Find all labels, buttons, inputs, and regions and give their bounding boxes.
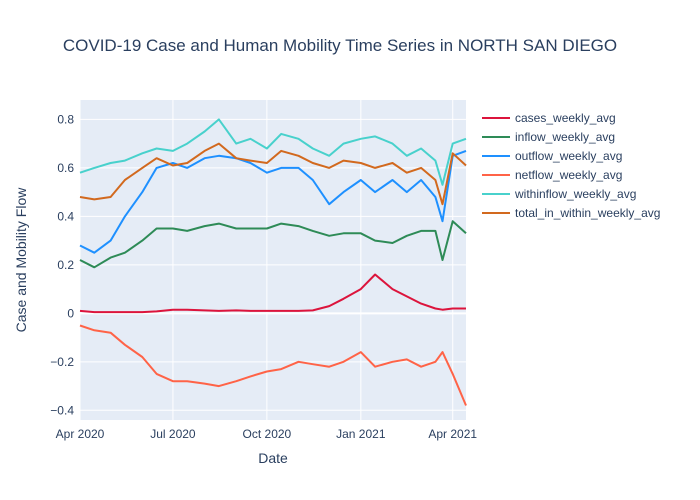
y-tick-label: −0.2 (50, 355, 74, 369)
x-tick-label: Oct 2020 (243, 427, 292, 441)
legend-item[interactable]: total_in_within_weekly_avg (482, 206, 660, 220)
legend-label: outflow_weekly_avg (515, 149, 622, 163)
series-line-netflow-weekly-avg (79, 324, 467, 406)
legend-label: total_in_within_weekly_avg (515, 206, 660, 220)
y-tick-label: 0.4 (57, 209, 74, 223)
y-tick-label: 0 (67, 306, 74, 320)
legend-label: netflow_weekly_avg (515, 168, 622, 182)
legend-item[interactable]: withinflow_weekly_avg (482, 187, 636, 201)
y-tick-label: 0.2 (57, 258, 74, 272)
legend-item[interactable]: netflow_weekly_avg (482, 168, 622, 182)
series-line-total-in-within-weekly-avg (79, 142, 467, 206)
y-axis-label: Case and Mobility Flow (13, 187, 29, 333)
y-tick-label: 0.8 (57, 112, 74, 126)
legend-label: inflow_weekly_avg (515, 130, 615, 144)
x-tick-label: Apr 2021 (428, 427, 477, 441)
legend[interactable]: cases_weekly_avg inflow_weekly_avgoutflow… (482, 111, 660, 220)
series-line-cases-weekly-avg (79, 273, 466, 314)
series-line-inflow-weekly-avg (79, 220, 467, 269)
y-tick-label: 0.6 (57, 161, 74, 175)
series-lines (79, 118, 467, 406)
x-axis-tick-labels: Apr 2020 Jul 2020 Oct 2020 Jan 2021 Apr 2021 (56, 427, 478, 441)
series-line-withinflow-weekly-avg (79, 118, 467, 186)
x-tick-label: Apr 2020 (56, 427, 105, 441)
y-tick-label: −0.4 (50, 403, 74, 417)
x-tick-label: Jan 2021 (336, 427, 386, 441)
legend-item[interactable]: inflow_weekly_avg (482, 130, 615, 144)
legend-label: cases_weekly_avg (515, 111, 616, 125)
legend-label: withinflow_weekly_avg (514, 187, 636, 201)
x-tick-label: Jul 2020 (150, 427, 196, 441)
series-line-outflow-weekly-avg (79, 149, 467, 254)
x-axis-label: Date (258, 450, 288, 466)
y-axis-tick-labels: 0.8 0.6 0.4 0.2 0 −0.2 −0.4 (50, 112, 74, 417)
legend-item[interactable]: cases_weekly_avg (482, 111, 616, 125)
legend-item[interactable]: outflow_weekly_avg (482, 149, 622, 163)
plot-area (80, 100, 466, 420)
chart-title: COVID-19 Case and Human Mobility Time Se… (63, 36, 617, 55)
